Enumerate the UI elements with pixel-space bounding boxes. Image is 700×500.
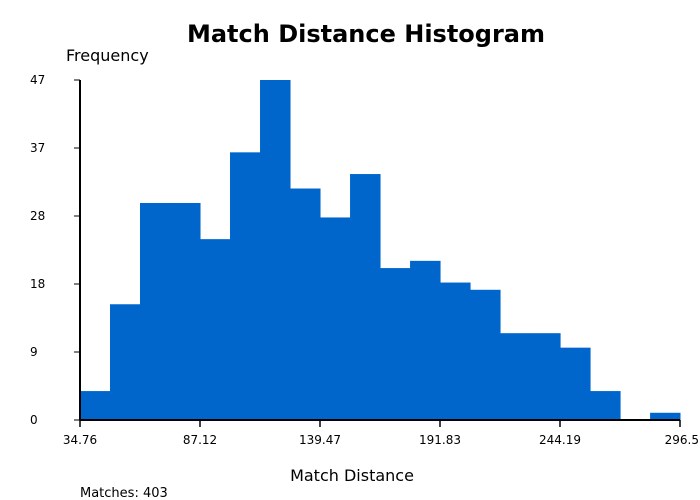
histogram-bar <box>80 391 111 420</box>
histogram-bar <box>200 239 231 420</box>
y-ticks-group: 0 9 18 28 37 47 <box>30 73 80 427</box>
histogram-bar <box>230 152 261 420</box>
y-tick-label: 37 <box>30 141 45 155</box>
matches-count: Matches: 403 <box>80 486 168 500</box>
histogram-bar <box>530 333 561 420</box>
histogram-bar <box>440 282 471 420</box>
histogram-bar <box>590 391 621 420</box>
x-tick-label: 139.47 <box>299 433 341 447</box>
y-tick-label: 9 <box>30 345 38 359</box>
x-tick-label: 191.83 <box>419 433 461 447</box>
x-tick-label: 34.76 <box>63 433 97 447</box>
histogram-bar <box>320 217 351 420</box>
histogram-bar <box>290 188 321 420</box>
x-tick-label: 244.19 <box>539 433 581 447</box>
histogram-bar <box>169 202 201 420</box>
x-tick-label: 87.12 <box>183 433 217 447</box>
chart-title: Match Distance Histogram <box>187 20 545 48</box>
bars-group <box>80 80 681 420</box>
histogram-bar <box>110 304 141 420</box>
histogram-bar <box>470 289 501 420</box>
x-ticks-group: 34.76 87.12 139.47 191.83 244.19 296.5 <box>63 420 699 447</box>
histogram-bar <box>350 174 381 420</box>
histogram-bar <box>260 80 291 420</box>
axes-group <box>79 80 680 421</box>
x-tick-label: 296.5 <box>665 433 699 447</box>
histogram-bar <box>380 268 411 420</box>
y-tick-label: 0 <box>30 413 38 427</box>
histogram-bar <box>410 260 441 420</box>
x-axis-title: Match Distance <box>290 466 414 485</box>
y-tick-label: 47 <box>30 73 45 87</box>
y-tick-label: 18 <box>30 277 45 291</box>
histogram-bar <box>650 412 681 420</box>
y-axis-title: Frequency <box>66 46 149 65</box>
y-tick-label: 28 <box>30 209 45 223</box>
histogram-bar <box>560 347 591 420</box>
histogram-bar <box>139 202 171 420</box>
histogram-bar <box>500 333 531 420</box>
